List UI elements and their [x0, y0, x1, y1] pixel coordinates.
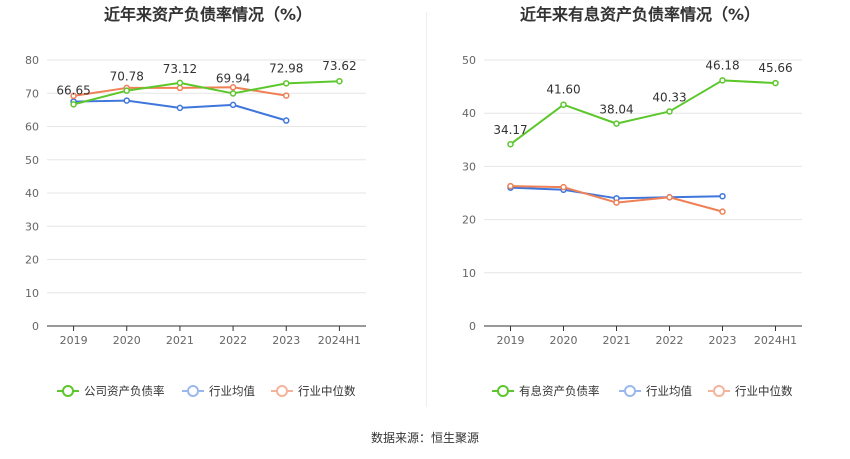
chart-title: 近年来有息资产负债率情况（%）: [520, 5, 760, 24]
data-point: [123, 87, 130, 94]
data-point: [123, 97, 130, 104]
data-point: [772, 79, 779, 87]
y-tick-label: 60: [25, 121, 39, 134]
chart-panel-1: 近年来资产负债率情况（%） 0 10 20 30 40 50 60 70 80 2019 2020 20…: [25, 5, 366, 398]
data-point: [229, 84, 237, 91]
x-tick-label: 2023: [272, 334, 300, 347]
y-tick-label: 0: [32, 320, 39, 333]
y-tick-label: 20: [462, 214, 476, 227]
data-label: 73.12: [163, 62, 197, 76]
legend-label: 行业中位数: [298, 384, 356, 398]
series-line: [73, 80, 340, 106]
data-point: [507, 140, 514, 148]
x-tick-label: 2019: [60, 334, 88, 347]
data-point: [70, 92, 77, 100]
legend-label: 行业中位数: [735, 384, 793, 398]
data-point: [229, 101, 237, 109]
data-point: [560, 101, 567, 108]
legend-marker: [276, 385, 288, 397]
data-label: 41.60: [546, 83, 580, 97]
data-label: 40.33: [652, 90, 686, 104]
legend-marker: [62, 385, 74, 397]
series-line: [509, 79, 776, 146]
x-tick-label: 2019: [497, 334, 525, 347]
y-tick-label: 40: [462, 107, 476, 120]
chart-title: 近年来资产负债率情况（%）: [104, 5, 312, 24]
legend-label: 行业均值: [646, 384, 692, 398]
legend-label: 公司资产负债率: [84, 384, 165, 398]
data-point: [613, 120, 620, 127]
data-point: [560, 183, 567, 191]
x-tick-label: 2023: [709, 334, 737, 347]
y-tick-label: 70: [25, 87, 39, 100]
x-tick-label: 2024H1: [318, 334, 361, 347]
legend-marker: [713, 385, 725, 397]
y-tick-label: 0: [469, 320, 476, 333]
data-point: [176, 79, 184, 87]
y-tick-label: 30: [25, 220, 39, 233]
x-tick-label: 2022: [219, 334, 247, 347]
legend-marker: [497, 385, 509, 397]
y-tick-label: 30: [462, 160, 476, 173]
data-point: [719, 77, 726, 84]
y-tick-label: 20: [25, 254, 39, 267]
data-label: 72.98: [269, 61, 303, 75]
panel-divider: [426, 12, 427, 407]
y-tick-label: 50: [462, 54, 476, 67]
y-tick-label: 40: [25, 187, 39, 200]
data-point: [666, 108, 673, 115]
x-tick-label: 2020: [113, 334, 141, 347]
data-point: [176, 104, 184, 112]
data-point: [336, 77, 343, 85]
data-point: [176, 84, 184, 92]
chart-panel-2: 近年来有息资产负债率情况（%） 0 10 20 30 40 50 2019 2020 2021 20…: [462, 5, 802, 398]
data-label: 45.66: [758, 61, 792, 75]
legend-marker: [187, 385, 199, 397]
data-point: [229, 90, 237, 97]
x-tick-label: 2021: [603, 334, 631, 347]
data-source-note: 数据来源：恒生聚源: [371, 430, 479, 445]
legend-label: 行业均值: [209, 384, 255, 398]
data-label: 69.94: [216, 71, 250, 85]
data-label: 38.04: [599, 103, 633, 117]
data-label: 66.65: [56, 83, 90, 97]
x-tick-label: 2024H1: [754, 334, 797, 347]
data-label: 73.62: [322, 59, 356, 73]
y-tick-label: 80: [25, 54, 39, 67]
y-tick-label: 10: [25, 287, 39, 300]
data-point: [283, 117, 290, 124]
data-point: [719, 208, 726, 215]
data-point: [283, 92, 290, 99]
data-point: [719, 192, 726, 200]
legend-label: 有息资产负债率: [519, 384, 600, 398]
y-tick-label: 50: [25, 154, 39, 167]
data-point: [613, 199, 620, 206]
y-tick-label: 10: [462, 267, 476, 280]
x-tick-label: 2020: [550, 334, 578, 347]
data-point: [666, 194, 673, 201]
data-label: 70.78: [110, 70, 144, 84]
data-label: 34.17: [493, 123, 527, 137]
data-point: [283, 80, 290, 87]
data-point: [507, 182, 514, 190]
data-label: 46.18: [705, 58, 739, 72]
data-point: [70, 101, 77, 108]
x-tick-label: 2021: [166, 334, 194, 347]
legend-marker: [624, 385, 636, 397]
x-tick-label: 2022: [656, 334, 684, 347]
